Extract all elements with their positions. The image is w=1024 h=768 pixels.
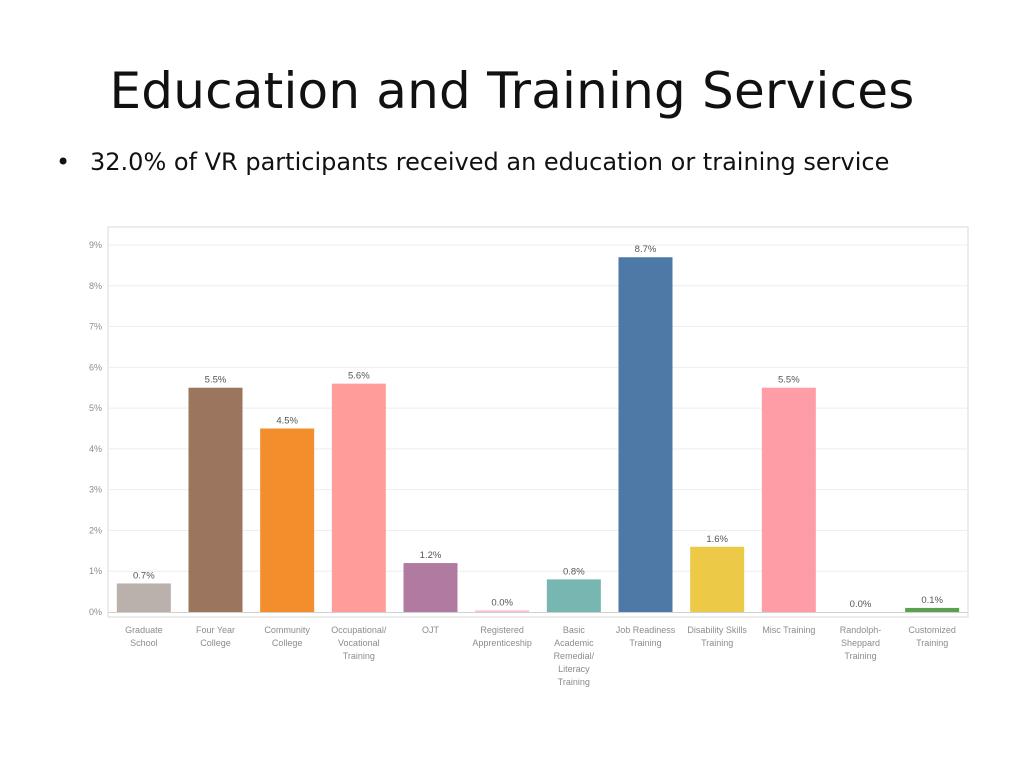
bar-chart: 0% 1% 2% 3% 4% 5% 6% 7% 8% 9% 0.7% Graduate School 5.… <box>80 225 980 695</box>
x-tick-label: Disability Skills Training <box>687 625 747 648</box>
data-label: 5.5% <box>778 375 800 386</box>
y-tick-label: 8% <box>89 281 102 291</box>
data-label: 0.1% <box>921 595 943 606</box>
bar <box>403 563 458 612</box>
data-label: 5.5% <box>205 375 227 386</box>
y-tick-label: 9% <box>89 240 102 250</box>
slide-title: Education and Training Services <box>109 62 915 120</box>
data-label: 0.7% <box>133 570 155 581</box>
data-label: 4.5% <box>276 416 298 427</box>
y-tick-label: 7% <box>89 322 102 332</box>
y-tick-label: 1% <box>89 566 102 576</box>
x-tick-label: Community College <box>264 625 310 648</box>
bar <box>188 387 243 612</box>
data-label: 0.8% <box>563 566 585 577</box>
bullet-point: • 32.0% of VR participants received an ed… <box>56 148 889 176</box>
bullet-text: 32.0% of VR participants received an edu… <box>90 148 890 176</box>
bar-chart-svg: 0% 1% 2% 3% 4% 5% 6% 7% 8% 9% 0.7% Graduate School 5.… <box>89 226 969 687</box>
data-label: 5.6% <box>348 371 370 382</box>
y-tick-label: 4% <box>89 444 102 454</box>
bar <box>260 428 315 612</box>
y-tick-label: 0% <box>89 607 102 617</box>
bar <box>116 583 171 612</box>
data-label: 1.2% <box>420 550 442 561</box>
x-tick-label: Basic Academic Remedial/Literacy Training <box>554 625 595 687</box>
bar <box>618 257 673 612</box>
data-label: 8.7% <box>635 244 657 255</box>
x-tick-label: Occupational/Vocational Training <box>331 625 387 661</box>
bar <box>905 607 960 612</box>
plot-frame <box>107 226 969 618</box>
x-tick-label: Graduate School <box>125 625 163 648</box>
data-label: 0.0% <box>491 597 513 608</box>
bar <box>331 383 386 612</box>
y-tick-label: 2% <box>89 525 102 535</box>
x-tick-label: Registered Apprenticeship <box>472 625 532 648</box>
x-tick-label: Customized Training <box>908 625 956 648</box>
x-tick-label: Four Year College <box>196 625 235 648</box>
data-label: 1.6% <box>706 534 728 545</box>
x-tick-label: Randolph-Sheppard Training <box>840 625 882 661</box>
x-tick-label: OJT <box>422 625 440 635</box>
bar <box>690 546 745 612</box>
x-tick-label: Misc Training <box>762 625 815 635</box>
y-tick-label: 3% <box>89 485 102 495</box>
bar <box>546 579 601 612</box>
bar <box>761 387 816 612</box>
y-tick-label: 6% <box>89 362 102 372</box>
y-tick-label: 5% <box>89 403 102 413</box>
data-label: 0.0% <box>850 599 872 610</box>
bar <box>475 610 530 612</box>
bullet-marker: • <box>56 148 71 176</box>
x-tick-label: Job Readiness Training <box>616 625 676 648</box>
